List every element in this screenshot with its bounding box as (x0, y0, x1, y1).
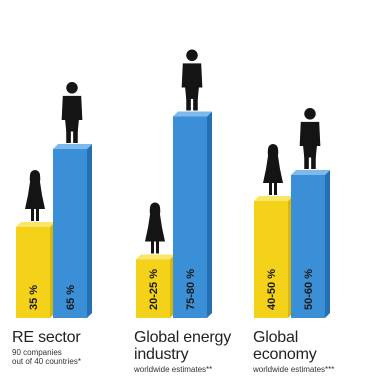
female-figure-hair (149, 207, 161, 217)
male-figure-icon (61, 82, 83, 143)
female-figure-leg (36, 209, 39, 221)
male-figure-leg (73, 129, 78, 143)
bar-front-face (291, 175, 325, 318)
bar-side-face (207, 111, 212, 318)
female-figure-hair (267, 149, 279, 158)
bar-top-face (16, 222, 55, 227)
group-title: RE sector (12, 329, 112, 347)
bar-value-label: 20-25 % (148, 269, 160, 310)
bar-front-face (173, 116, 207, 318)
group-title: Global economy (253, 329, 365, 364)
group-subtitle-line: worldwide estimates** (134, 364, 213, 374)
bar-value-label: 40-50 % (266, 269, 278, 310)
bar-top-face (53, 144, 92, 149)
female-figure-dress (263, 156, 283, 183)
female-figure-icon (25, 170, 45, 221)
male-figure-torso (61, 95, 83, 132)
bar-value-label: 75-80 % (185, 269, 197, 310)
bar-men: 65 % (53, 144, 92, 318)
male-figure-head (186, 49, 198, 62)
group-subtitle: 90 companies out of 40 countries* (12, 347, 112, 367)
female-figure-leg (156, 241, 159, 254)
male-figure-icon (181, 49, 203, 111)
female-figure-leg (274, 183, 277, 195)
female-figure-icon (145, 202, 165, 254)
bar-top-face (254, 196, 293, 201)
bar-front-face (53, 149, 87, 318)
group-title-line: Global energy (134, 329, 232, 346)
bar-top-face (136, 254, 175, 260)
female-figure-dress (25, 182, 45, 209)
male-figure-torso (181, 63, 203, 99)
male-figure-leg (186, 96, 191, 111)
female-figure-icon (263, 144, 283, 195)
male-figure-leg (304, 155, 309, 169)
male-figure-leg (311, 155, 316, 169)
group-title-line: RE sector (12, 329, 81, 346)
male-figure-leg (193, 96, 198, 111)
male-figure-head (66, 82, 78, 94)
group-subtitle-line: 90 companies (12, 347, 62, 357)
bar-front-face (136, 259, 170, 318)
bar-side-face (325, 170, 330, 318)
bar-value-label: 35 % (28, 285, 40, 310)
bar-value-label: 50-60 % (303, 269, 315, 310)
female-figure-hair (29, 175, 41, 184)
group-subtitle: worldwide estimates*** (253, 364, 365, 375)
group-label-global-energy-industry: Global energy industry worldwide estimat… (134, 329, 244, 375)
bar-men: 75-80 % (173, 111, 212, 318)
group-title-line: Global economy (253, 329, 317, 363)
group-label-global-economy: Global economy worldwide estimates*** (253, 329, 365, 375)
bar-value-label: 65 % (65, 285, 77, 310)
bar-top-face (291, 170, 330, 175)
male-figure-torso (299, 121, 321, 158)
bar-women: 40-50 % (254, 196, 293, 318)
bar-side-face (87, 144, 92, 318)
group-subtitle: worldwide estimates** (134, 364, 244, 375)
bar-front-face (254, 201, 288, 318)
bar-women: 35 % (16, 222, 55, 318)
male-figure-leg (66, 129, 71, 143)
group-label-re-sector: RE sector 90 companies out of 40 countri… (12, 329, 112, 367)
male-figure-head (304, 108, 316, 120)
group-subtitle-line: out of 40 countries* (12, 356, 81, 366)
female-figure-leg (31, 209, 34, 221)
group-subtitle-line: worldwide estimates*** (253, 364, 335, 374)
bar-women: 20-25 % (136, 254, 175, 318)
group-title-line: industry (134, 345, 189, 363)
female-figure-dress (145, 214, 165, 242)
group-title: Global energy industry (134, 329, 244, 364)
female-figure-leg (269, 183, 272, 195)
male-figure-icon (299, 108, 321, 169)
female-figure-leg (151, 241, 154, 254)
bar-top-face (173, 111, 212, 117)
bar-men: 50-60 % (291, 170, 330, 318)
bar-front-face (16, 227, 50, 318)
